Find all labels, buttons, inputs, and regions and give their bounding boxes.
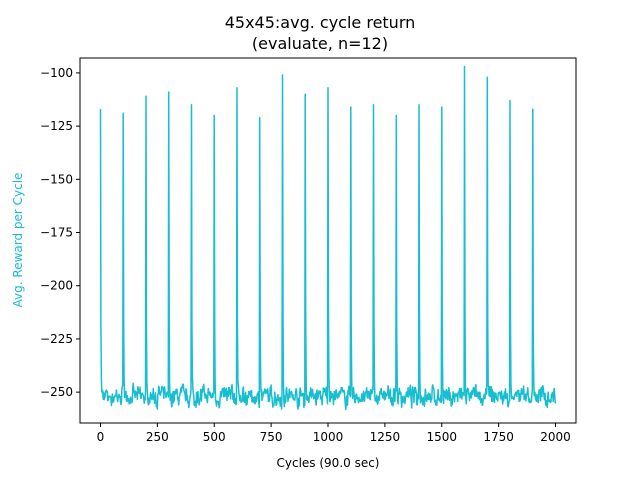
- x-tick-label: 250: [146, 430, 169, 444]
- x-tick-label: 750: [260, 430, 283, 444]
- y-tick-label: −150: [40, 172, 73, 186]
- y-tick-label: −175: [40, 226, 73, 240]
- x-tick-label: 0: [97, 430, 105, 444]
- x-axis-label: Cycles (90.0 sec): [277, 456, 380, 470]
- series-line: [99, 65, 557, 411]
- y-axis-ticks: −250 −225 −200 −175 −150 −125 −100: [40, 66, 80, 399]
- x-axis-ticks: 0 250 500 750 1000 1250 1500 1750 2000: [97, 423, 571, 444]
- chart-title: 45x45:avg. cycle return: [225, 13, 416, 32]
- x-tick-label: 1500: [426, 430, 457, 444]
- x-tick-label: 1000: [313, 430, 344, 444]
- y-tick-label: −125: [40, 119, 73, 133]
- plot-area: [79, 57, 577, 424]
- x-tick-label: 2000: [540, 430, 571, 444]
- y-tick-label: −225: [40, 332, 73, 346]
- y-tick-label: −200: [40, 279, 73, 293]
- chart-subtitle: (evaluate, n=12): [252, 34, 388, 53]
- x-tick-label: 1250: [370, 430, 401, 444]
- y-tick-label: −100: [40, 66, 73, 80]
- y-axis-label: Avg. Reward per Cycle: [11, 173, 25, 308]
- y-tick-label: −250: [40, 385, 73, 399]
- x-tick-label: 1750: [483, 430, 514, 444]
- x-tick-label: 500: [203, 430, 226, 444]
